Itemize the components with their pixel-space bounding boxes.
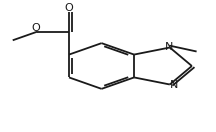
Text: O: O: [32, 23, 40, 33]
Text: N: N: [165, 42, 173, 52]
Text: O: O: [65, 3, 73, 13]
Text: N: N: [170, 80, 178, 90]
